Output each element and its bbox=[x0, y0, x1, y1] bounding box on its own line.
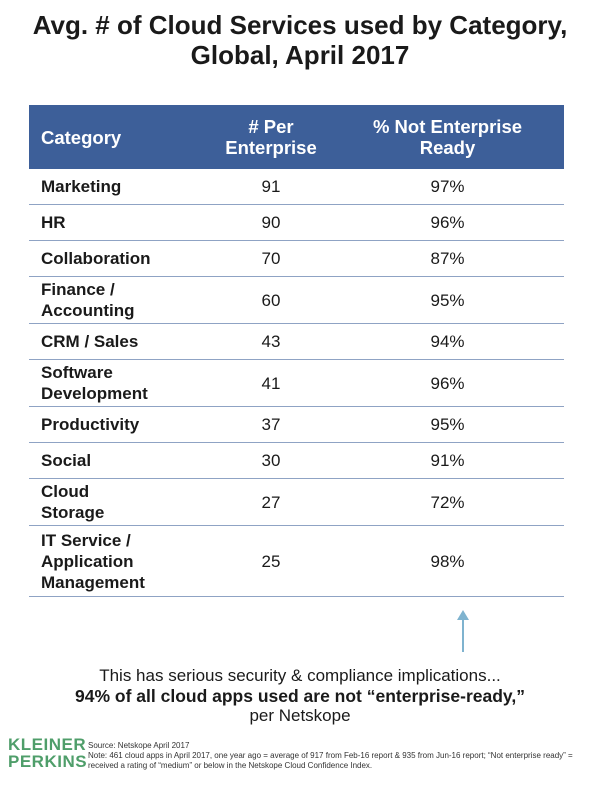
category-cell: HR bbox=[29, 204, 211, 241]
header-not-ready: % Not Enterprise Ready bbox=[331, 105, 564, 169]
table-row: Social 30 91% bbox=[29, 442, 564, 479]
category-cell: Social bbox=[29, 442, 211, 479]
callout-line-3: per Netskope bbox=[249, 706, 351, 725]
category-label-line: Productivity bbox=[41, 415, 140, 434]
per-enterprise-cell: 90 bbox=[211, 204, 331, 241]
table-row: Collaboration 70 87% bbox=[29, 240, 564, 277]
category-label-line: Social bbox=[41, 451, 92, 470]
table-row: Marketing 91 97% bbox=[29, 169, 564, 205]
not-ready-cell: 72% bbox=[331, 478, 564, 526]
header-category: Category bbox=[29, 105, 211, 169]
logo-line-2: PERKINS bbox=[8, 752, 88, 771]
category-cell: Productivity bbox=[29, 406, 211, 443]
logo-line-1: KLEINER bbox=[8, 735, 87, 754]
per-enterprise-cell: 70 bbox=[211, 240, 331, 277]
per-enterprise-cell: 30 bbox=[211, 442, 331, 479]
per-enterprise-cell: 37 bbox=[211, 406, 331, 443]
per-enterprise-cell: 41 bbox=[211, 359, 331, 407]
category-label-line: Cloud bbox=[41, 482, 90, 501]
not-ready-cell: 96% bbox=[331, 359, 564, 407]
category-label-line: Software bbox=[41, 363, 113, 382]
callout-line-2: 94% of all cloud apps used are not “ente… bbox=[75, 686, 525, 706]
header-category-label: Category bbox=[41, 126, 122, 148]
not-ready-cell: 94% bbox=[331, 323, 564, 360]
category-cell: Collaboration bbox=[29, 240, 211, 277]
not-ready-cell: 87% bbox=[331, 240, 564, 277]
table-body: Marketing 91 97% HR 90 96% Collaboration 70 87% F… bbox=[29, 169, 564, 597]
category-cell: Finance / Accounting bbox=[29, 276, 211, 324]
header-not-ready-line-2: Ready bbox=[419, 137, 476, 158]
header-per-enterprise-line-1: # Per bbox=[248, 116, 294, 137]
category-label-line: CRM / Sales bbox=[41, 332, 139, 351]
per-enterprise-cell: 91 bbox=[211, 169, 331, 205]
table-header-row: Category # Per Enterprise % Not Enterpri… bbox=[29, 105, 564, 169]
source-note: Source: Netskope April 2017 Note: 461 cl… bbox=[88, 741, 594, 771]
not-ready-cell: 97% bbox=[331, 169, 564, 205]
category-cell: Software Development bbox=[29, 359, 211, 407]
category-cell: CRM / Sales bbox=[29, 323, 211, 360]
table-row: HR 90 96% bbox=[29, 204, 564, 241]
category-label-line: Application bbox=[41, 551, 134, 571]
table-row: Cloud Storage 27 72% bbox=[29, 478, 564, 526]
category-label-line: IT Service / bbox=[41, 530, 131, 550]
category-cell: IT Service / Application Management bbox=[29, 525, 211, 597]
cloud-services-table: Category # Per Enterprise % Not Enterpri… bbox=[29, 105, 564, 597]
not-ready-cell: 95% bbox=[331, 276, 564, 324]
table-row: Productivity 37 95% bbox=[29, 406, 564, 443]
source-line: Source: Netskope April 2017 bbox=[88, 741, 190, 750]
category-label-line: Accounting bbox=[41, 301, 135, 320]
table-row: CRM / Sales 43 94% bbox=[29, 323, 564, 360]
category-label-line: Storage bbox=[41, 503, 105, 522]
arrow-up-icon bbox=[457, 610, 469, 652]
header-not-ready-line-1: % Not Enterprise bbox=[372, 116, 523, 137]
per-enterprise-cell: 27 bbox=[211, 478, 331, 526]
not-ready-cell: 91% bbox=[331, 442, 564, 479]
category-label-line: Management bbox=[41, 572, 145, 592]
header-per-enterprise-line-2: Enterprise bbox=[225, 137, 317, 158]
title-line-1: Avg. # of Cloud Services used by Categor… bbox=[32, 10, 568, 40]
category-label-line: Collaboration bbox=[41, 249, 151, 268]
title-line-2: Global, April 2017 bbox=[190, 40, 410, 70]
category-label-line: Finance / bbox=[41, 280, 115, 299]
kleiner-perkins-logo: KLEINER PERKINS bbox=[8, 735, 88, 771]
category-label-line: HR bbox=[41, 213, 66, 232]
per-enterprise-cell: 25 bbox=[211, 525, 331, 597]
category-cell: Marketing bbox=[29, 169, 211, 205]
not-ready-cell: 98% bbox=[331, 525, 564, 597]
category-label-line: Marketing bbox=[41, 177, 122, 196]
per-enterprise-cell: 60 bbox=[211, 276, 331, 324]
table-row: IT Service / Application Management 25 98% bbox=[29, 525, 564, 597]
category-cell: Cloud Storage bbox=[29, 478, 211, 526]
callout-line-1: This has serious security & compliance i… bbox=[99, 666, 501, 685]
note-line: Note: 461 cloud apps in April 2017, one … bbox=[88, 751, 573, 770]
table-row: Finance / Accounting 60 95% bbox=[29, 276, 564, 324]
callout: This has serious security & compliance i… bbox=[0, 666, 600, 726]
chart-title: Avg. # of Cloud Services used by Categor… bbox=[0, 10, 600, 70]
not-ready-cell: 95% bbox=[331, 406, 564, 443]
not-ready-cell: 96% bbox=[331, 204, 564, 241]
per-enterprise-cell: 43 bbox=[211, 323, 331, 360]
category-label-line: Development bbox=[41, 384, 148, 403]
header-per-enterprise: # Per Enterprise bbox=[211, 105, 331, 169]
table-row: Software Development 41 96% bbox=[29, 359, 564, 407]
